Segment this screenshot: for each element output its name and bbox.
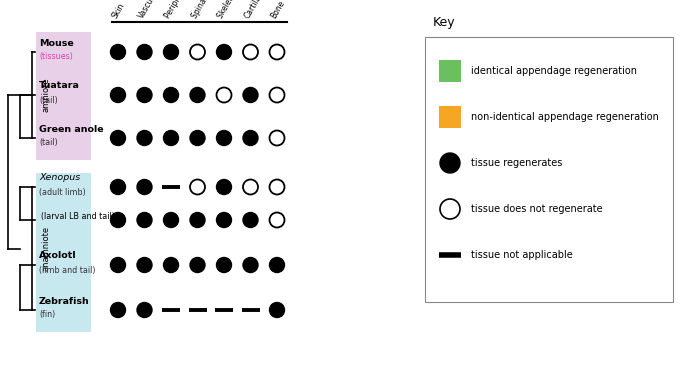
Text: Mouse: Mouse [39,39,74,47]
Text: tissue does not regenerate: tissue does not regenerate [471,204,603,214]
Circle shape [164,44,179,60]
Circle shape [216,131,232,146]
Circle shape [110,180,125,194]
Circle shape [190,257,205,272]
Text: tissue regenerates: tissue regenerates [471,158,562,168]
Text: Vasculature: Vasculature [137,0,167,20]
Text: (larval LB and tail): (larval LB and tail) [41,212,115,220]
Text: Green anole: Green anole [39,125,103,133]
Circle shape [243,212,258,228]
Bar [439,60,461,82]
Circle shape [137,180,152,194]
Circle shape [216,257,232,272]
Text: Cartilage: Cartilage [242,0,268,20]
Circle shape [440,153,460,173]
Circle shape [164,131,179,146]
Circle shape [164,212,179,228]
Circle shape [269,212,284,228]
Circle shape [137,131,152,146]
Circle shape [110,212,125,228]
Text: amniote: amniote [42,78,51,112]
Circle shape [216,44,232,60]
Circle shape [164,87,179,102]
Circle shape [269,303,284,317]
Text: Tuatara: Tuatara [39,81,80,91]
Text: Bone: Bone [269,0,286,20]
Text: Zebrafish: Zebrafish [39,296,90,306]
Bar [36,173,91,332]
Circle shape [110,257,125,272]
Circle shape [137,257,152,272]
Circle shape [440,199,460,219]
Text: Key: Key [433,16,456,29]
Text: (fin): (fin) [39,311,55,319]
Circle shape [269,131,284,146]
Text: Skin: Skin [110,1,126,20]
Circle shape [216,212,232,228]
Circle shape [243,87,258,102]
Text: Peripheral nerves: Peripheral nerves [163,0,205,20]
Circle shape [190,87,205,102]
Text: Skeletal muscle: Skeletal muscle [216,0,254,20]
Circle shape [243,44,258,60]
Circle shape [190,131,205,146]
Circle shape [110,131,125,146]
Text: (tail): (tail) [39,139,58,147]
Text: (tissues): (tissues) [39,52,73,62]
Bar [439,106,461,128]
Text: tissue not applicable: tissue not applicable [471,250,573,260]
Circle shape [164,257,179,272]
Circle shape [137,87,152,102]
Text: Xenopus: Xenopus [39,173,80,183]
Text: Spinal cord: Spinal cord [190,0,219,20]
Circle shape [110,44,125,60]
Circle shape [243,131,258,146]
Circle shape [269,257,284,272]
Circle shape [137,212,152,228]
Circle shape [110,303,125,317]
Text: identical appendage regeneration: identical appendage regeneration [471,66,637,76]
Circle shape [137,303,152,317]
Circle shape [190,212,205,228]
Circle shape [269,180,284,194]
Text: Axolotl: Axolotl [39,251,77,261]
Text: (limb and tail): (limb and tail) [39,265,95,275]
Circle shape [190,44,205,60]
Bar [36,32,91,160]
Circle shape [269,87,284,102]
Circle shape [110,87,125,102]
Circle shape [243,257,258,272]
Circle shape [243,180,258,194]
Circle shape [216,87,232,102]
Text: (adult limb): (adult limb) [39,188,86,196]
Circle shape [216,180,232,194]
Text: non-identical appendage regeneration: non-identical appendage regeneration [471,112,659,122]
Text: (tail): (tail) [39,96,58,105]
Bar [425,37,673,302]
Circle shape [269,44,284,60]
Text: anamniote: anamniote [42,226,51,271]
Circle shape [137,44,152,60]
Circle shape [190,180,205,194]
